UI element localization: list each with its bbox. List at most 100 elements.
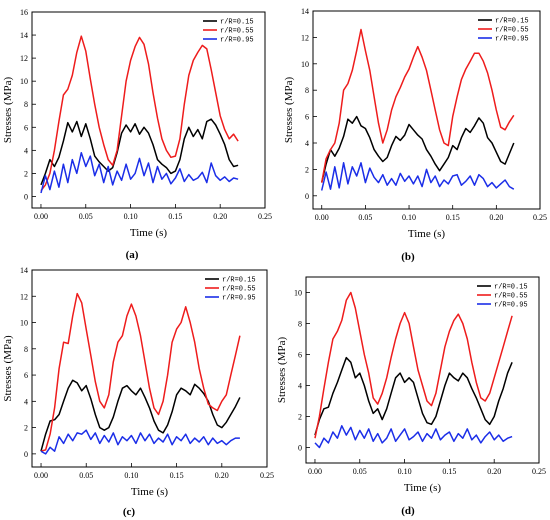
legend-label: r/R=0.95 [220,37,254,45]
y-tick-label: 12 [301,33,309,42]
y-tick-label: 10 [20,77,28,86]
y-tick-label: 12 [20,292,28,301]
y-tick-label: 14 [20,31,28,40]
chart-panel-1: 0.00 0.05 0.10 0.15 0.20 0.25 0 2 4 6 8 10 12 14 16 Tim… [2,8,272,261]
plot-frame [31,269,268,468]
x-tick-label: 0.00 [34,212,48,221]
legend-label: r/R=0.55 [494,293,528,301]
x-tick-label: 0.05 [79,212,93,221]
y-tick-label: 8 [298,320,302,329]
plot-frame [31,11,266,209]
legend-label: r/R=0.55 [222,286,256,294]
x-tick-label: 0.20 [487,467,501,476]
x-tick-label: 0.25 [533,213,547,222]
series-line-1 [320,115,515,183]
legend-label: r/R=0.15 [222,277,256,285]
y-tick-label: 8 [305,86,309,95]
x-tick-label: 0.10 [398,467,412,476]
panel-label: (a) [126,249,139,261]
x-tick-label: 0.25 [260,471,274,480]
legend-label: r/R=0.55 [495,27,529,35]
x-tick-label: 0.25 [258,212,272,221]
y-tick-label: 6 [24,123,28,132]
panel-label: (c) [123,506,136,518]
x-tick-label: 0.00 [308,467,322,476]
y-tick-label: 6 [298,351,302,360]
legend-label: r/R=0.95 [495,36,529,44]
plot-frame [305,276,540,464]
x-tick-label: 0.20 [489,213,503,222]
panel-label: (d) [401,505,415,517]
y-tick-label: 10 [301,60,309,69]
x-tick-label: 0.25 [532,467,546,476]
y-tick-label: 0 [298,444,302,453]
series-line-2 [40,35,239,192]
x-tick-label: 0.15 [446,213,460,222]
y-axis-title: Stresses (MPa) [2,77,14,144]
y-tick-label: 16 [20,8,28,17]
series-line-3 [320,162,515,191]
series-line-1 [40,379,241,452]
y-tick-label: 4 [24,146,28,155]
y-tick-label: 0 [24,450,28,459]
y-tick-label: 2 [24,169,28,178]
legend-label: r/R=0.95 [494,302,528,310]
legend-label: r/R=0.15 [495,18,529,26]
y-tick-label: 2 [305,165,309,174]
x-tick-label: 0.15 [442,467,456,476]
chart-panel-2: 0.00 0.05 0.10 0.15 0.20 0.25 0 2 4 6 8 10 12 14 Time … [283,7,547,263]
y-tick-label: 2 [24,424,28,433]
legend-label: r/R=0.95 [222,295,256,303]
y-tick-label: 10 [294,289,302,298]
x-axis-title: Time (s) [130,227,168,239]
x-axis-title: Time (s) [131,486,169,498]
x-tick-label: 0.05 [79,471,93,480]
x-tick-label: 0.15 [170,471,184,480]
legend-label: r/R=0.15 [494,284,528,292]
series-line-2 [314,291,513,439]
legend-label: r/R=0.15 [220,19,254,27]
y-tick-label: 4 [305,139,309,148]
y-tick-label: 4 [24,397,28,406]
y-axis-title: Stresses (MPa) [2,335,14,402]
y-tick-label: 12 [20,54,28,63]
y-axis-title: Stresses (MPa) [283,77,295,144]
y-tick-label: 8 [24,345,28,354]
y-tick-label: 0 [24,192,28,201]
y-tick-label: 14 [20,266,28,275]
y-tick-label: 6 [24,371,28,380]
x-tick-label: 0.05 [358,213,372,222]
series-line-3 [40,151,239,194]
series-line-3 [314,425,513,449]
x-tick-label: 0.20 [215,471,229,480]
y-tick-label: 4 [298,382,302,391]
series-line-1 [314,356,513,436]
y-tick-label: 10 [20,319,28,328]
chart-panel-4: 0.00 0.05 0.10 0.15 0.20 0.25 0 2 4 6 8 10 Time (s) S… [276,276,546,517]
y-axis-title: Stresses (MPa) [276,337,288,404]
x-tick-label: 0.05 [353,467,367,476]
series-line-1 [40,118,239,186]
series-line-2 [320,28,515,183]
x-tick-label: 0.10 [124,471,138,480]
x-tick-label: 0.10 [124,212,138,221]
x-tick-label: 0.00 [34,471,48,480]
x-tick-label: 0.00 [315,213,329,222]
plot-frame [312,10,541,210]
y-tick-label: 2 [298,413,302,422]
y-tick-label: 6 [305,113,309,122]
chart-panel-3: 0.00 0.05 0.10 0.15 0.20 0.25 0 2 4 6 8 10 12 14 Time … [2,266,274,518]
x-tick-label: 0.20 [213,212,227,221]
x-tick-label: 0.15 [168,212,182,221]
x-axis-title: Time (s) [404,482,442,494]
y-tick-label: 14 [301,7,309,16]
x-axis-title: Time (s) [408,228,446,240]
y-tick-label: 8 [24,100,28,109]
panel-label: (b) [401,251,415,263]
x-tick-label: 0.10 [402,213,416,222]
y-tick-label: 0 [305,192,309,201]
legend-label: r/R=0.55 [220,28,254,36]
series-line-2 [40,292,241,452]
series-line-3 [40,429,240,455]
